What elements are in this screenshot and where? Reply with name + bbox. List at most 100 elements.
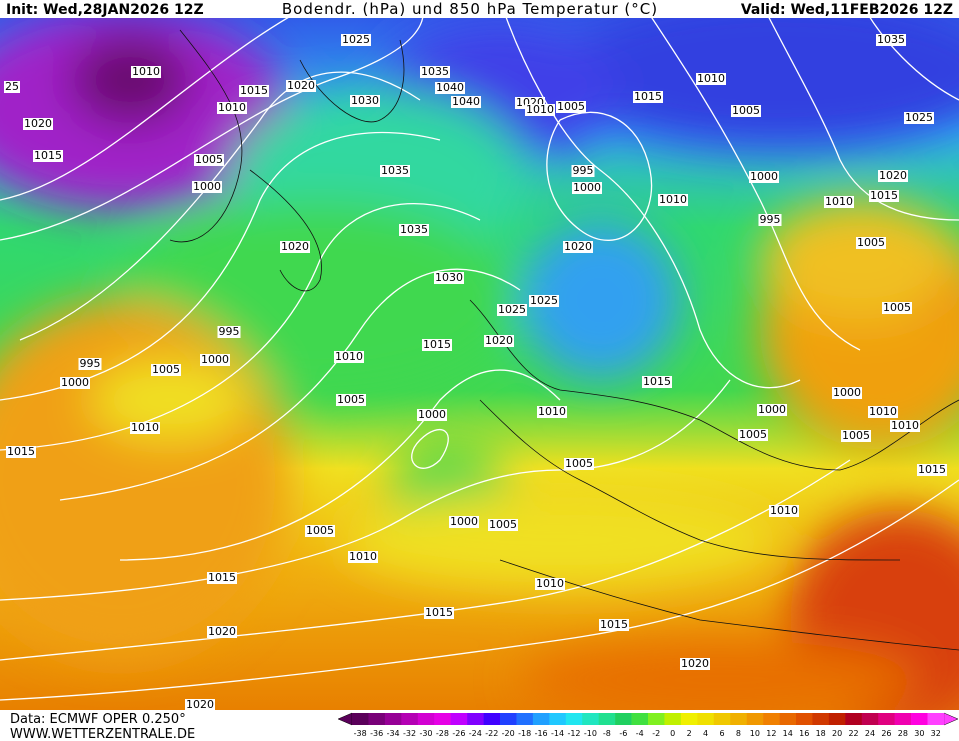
colorbar-label: 20 (832, 729, 842, 738)
colorbar-swatch (384, 713, 402, 725)
isobar-label-bg (130, 422, 160, 434)
isobar-label: 1040 (452, 95, 480, 108)
isobar-label: 1015 (425, 606, 453, 619)
colorbar-swatch (565, 713, 583, 725)
colorbar-label: -20 (502, 729, 515, 738)
isobar-label-bg (878, 170, 908, 182)
colorbar-swatch (516, 713, 534, 725)
colorbar-swatch (615, 713, 632, 725)
isobar-label-bg (757, 404, 787, 416)
colorbar-swatch (500, 713, 517, 725)
isobar-label-bg (556, 101, 586, 113)
isobar-label: 1035 (877, 33, 905, 46)
isobar-label: 1010 (526, 103, 554, 116)
isobar-label-bg (497, 304, 527, 316)
isobar-label-bg (33, 150, 63, 162)
colorbar-label: -22 (485, 729, 498, 738)
isobar-label: 1020 (281, 240, 309, 253)
colorbar-swatch (401, 713, 419, 725)
colorbar-swatch (532, 713, 550, 725)
isobar-label: 1010 (335, 350, 363, 363)
colorbar-label: 18 (816, 729, 826, 738)
isobar-label: 1000 (750, 170, 778, 183)
isobar-label-bg (868, 406, 898, 418)
isobar-label-bg (207, 626, 237, 638)
colorbar-label: -14 (551, 729, 564, 738)
colorbar: -38 -36 -34 -32 -30 -28 -26 -24 -22 -20 -18 -16 -14-… (337, 712, 959, 738)
colorbar-swatch (467, 713, 484, 725)
isobar-label-bg (564, 458, 594, 470)
isobar-label: 1035 (421, 65, 449, 78)
valid-time: Valid: Wed,11FEB2026 12Z (741, 2, 953, 18)
isobar-label: 995 (80, 357, 101, 370)
colorbar-label: -18 (518, 729, 531, 738)
isobar-label-bg (151, 364, 181, 376)
isobar-label-bg (599, 619, 629, 631)
isobar-label-bg (350, 95, 380, 107)
colorbar-label: 10 (750, 729, 760, 738)
colorbar-swatch (631, 713, 649, 725)
isobar-label: 1020 (485, 334, 513, 347)
colorbar-label: 28 (898, 729, 908, 738)
site-name: WWW.WETTERZENTRALE.DE (10, 727, 195, 741)
isobar-label-bg (286, 80, 316, 92)
colorbar-label: -24 (469, 729, 482, 738)
isobar-label: 1015 (208, 571, 236, 584)
colorbar-swatch (763, 713, 780, 725)
isobar-label-bg (758, 214, 782, 226)
isobar-label: 1000 (833, 386, 861, 399)
isobar-label: 1010 (538, 405, 566, 418)
colorbar-label: 30 (914, 729, 924, 738)
isobar-label-bg (185, 699, 215, 711)
colorbar-swatch (549, 713, 567, 725)
isobar-label-bg (488, 519, 518, 531)
isobar-label-bg (917, 464, 947, 476)
isobar-label-bg (876, 34, 906, 46)
isobar-label-bg (422, 339, 452, 351)
isobar-label-bg (380, 165, 410, 177)
isobar-label: 1010 (825, 195, 853, 208)
colorbar-label: -16 (535, 729, 548, 738)
colorbar-swatch (796, 713, 813, 725)
isobar-label: 1015 (643, 375, 671, 388)
colorbar-label: -2 (652, 729, 660, 738)
isobar-label: 1005 (152, 363, 180, 376)
isobar-label: 1000 (573, 181, 601, 194)
isobar-label: 1000 (450, 515, 478, 528)
isobar-label-bg (420, 66, 450, 78)
isobar-label: 1015 (918, 463, 946, 476)
isobar-label-bg (341, 34, 371, 46)
colorbar-label: 6 (719, 729, 724, 738)
colorbar-label: 26 (881, 729, 891, 738)
colorbar-swatch (697, 713, 715, 725)
colorbar-label: -32 (403, 729, 416, 738)
isobar-label: 25 (5, 80, 19, 93)
colorbar-swatch (582, 713, 599, 725)
isobar-label: 1005 (557, 100, 585, 113)
isobar-label: 1015 (240, 84, 268, 97)
isobar-label-bg (435, 82, 465, 94)
isobar-label: 1020 (208, 625, 236, 638)
colorbar-swatch (911, 713, 928, 725)
isobar-label: 1035 (400, 223, 428, 236)
isobar-label: 1020 (287, 79, 315, 92)
isobar-label-bg (78, 358, 102, 370)
isobar-label: 1005 (739, 428, 767, 441)
colorbar-label: -8 (603, 729, 611, 738)
colorbar-swatch (434, 713, 451, 725)
isobar-label: 1000 (61, 376, 89, 389)
isobar-label-bg (451, 96, 481, 108)
colorbar-label: -10 (584, 729, 597, 738)
colorbar-label: -28 (436, 729, 449, 738)
colorbar-label: -4 (636, 729, 644, 738)
colorbar-label: 14 (783, 729, 793, 738)
colorbar-label: -12 (567, 729, 580, 738)
colorbar-swatch (878, 713, 895, 725)
isobar-label: 1010 (536, 577, 564, 590)
isobar-label: 1010 (697, 72, 725, 85)
isobar-label: 1000 (418, 408, 446, 421)
isobar-label-bg (882, 302, 912, 314)
map-title: Bodendr. (hPa) und 850 hPa Temperatur (°… (282, 0, 658, 18)
